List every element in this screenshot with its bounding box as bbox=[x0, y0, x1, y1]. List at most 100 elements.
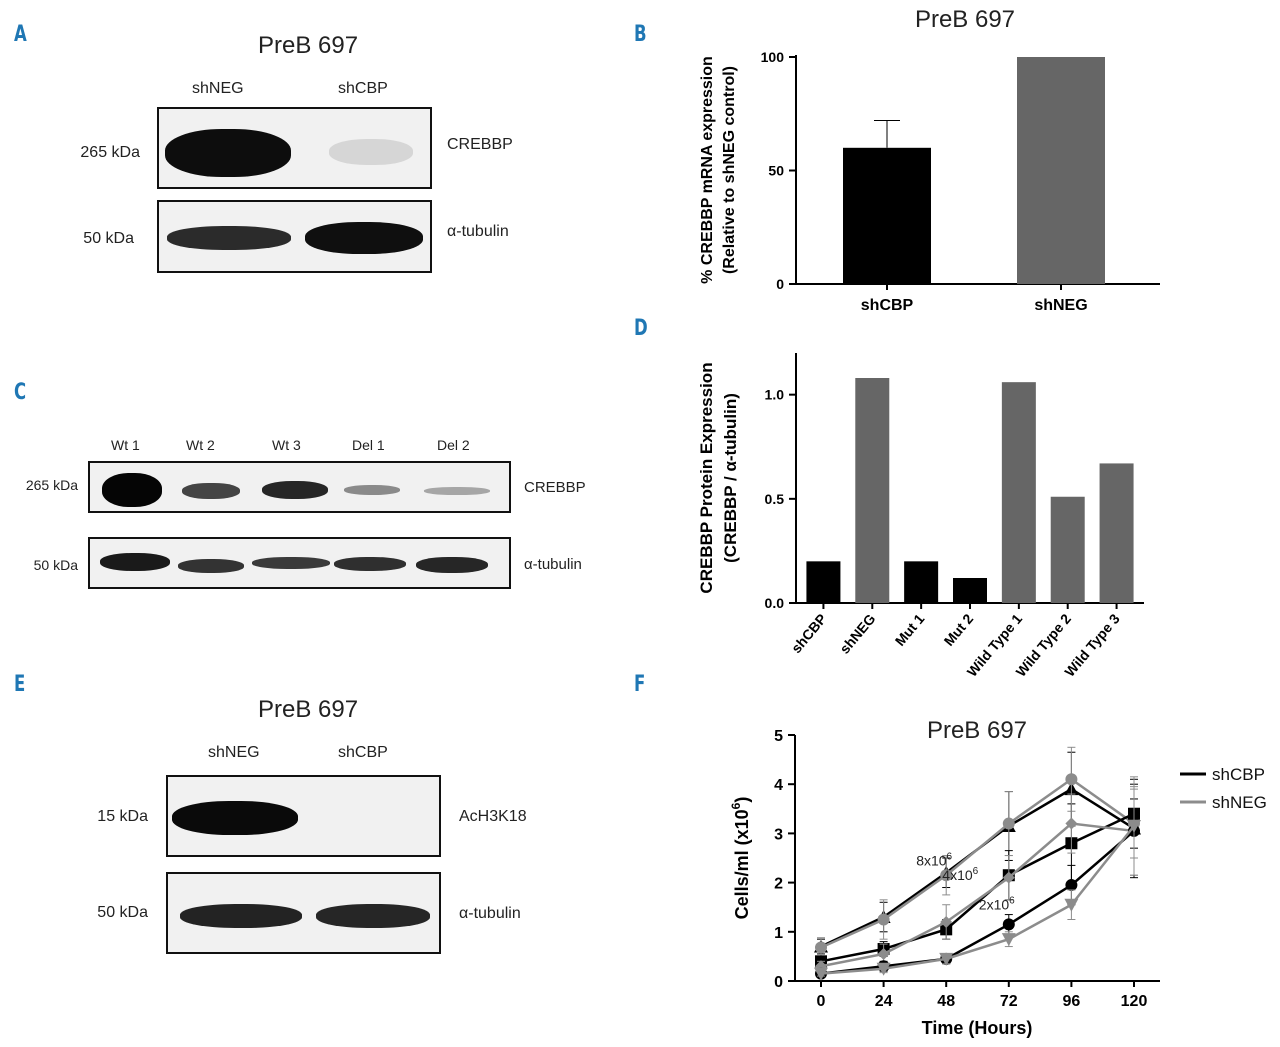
chart-b-y-tick-label: 100 bbox=[761, 49, 785, 65]
chart-b-y-tick-label: 0 bbox=[776, 276, 784, 292]
chart-f-x-tick-label: 96 bbox=[1063, 993, 1081, 1010]
panel-e-kda-1: 15 kDa bbox=[97, 808, 148, 825]
chart-f-x-tick-label: 72 bbox=[1000, 993, 1018, 1010]
band bbox=[316, 904, 430, 928]
chart-b-ylabel-line2: (Relative to shNEG control) bbox=[721, 66, 738, 274]
chart-f-y-tick-label: 3 bbox=[774, 826, 783, 843]
chart-b-ylabel: % CREBBP mRNA expression (Relative to shN… bbox=[699, 56, 738, 284]
chart-f-point bbox=[815, 941, 827, 954]
band bbox=[252, 557, 330, 569]
panel-a-protein-1: CREBBP bbox=[447, 136, 513, 153]
chart-f-point bbox=[940, 915, 953, 928]
band bbox=[334, 557, 406, 571]
band bbox=[165, 129, 291, 177]
chart-d-y-tick-label: 0.0 bbox=[765, 595, 785, 611]
panel-a-kda-2: 50 kDa bbox=[83, 230, 134, 247]
panel-c-lane-1: Wt 1 bbox=[111, 437, 140, 453]
chart-f-annotation-base: 2x10 bbox=[979, 897, 1010, 913]
chart-f-point bbox=[1001, 933, 1016, 947]
panel-c-kda-1: 265 kDa bbox=[25, 477, 78, 493]
chart-f-y-tick-label: 5 bbox=[774, 728, 783, 745]
chart-f-y-tick-label: 0 bbox=[774, 974, 783, 991]
chart-f-point bbox=[1065, 817, 1078, 830]
chart-f-legend-label-shCBP: shCBP bbox=[1212, 765, 1265, 784]
chart-d-ylabel-line2: (CREBBP / α-tubulin) bbox=[721, 393, 740, 563]
band bbox=[182, 483, 240, 499]
chart-d-bar-1 bbox=[855, 378, 890, 603]
panel-a-lane-2: shCBP bbox=[338, 80, 388, 97]
panel-c-lane-3: Wt 3 bbox=[272, 437, 301, 453]
chart-d-bar-2 bbox=[904, 561, 939, 603]
chart-f-x-tick-label: 24 bbox=[875, 993, 893, 1010]
chart-d-y-tick-label: 0.5 bbox=[765, 491, 785, 507]
chart-d-bar-5 bbox=[1050, 496, 1085, 603]
chart-d-bar-6 bbox=[1099, 463, 1134, 603]
chart-f-point bbox=[1127, 820, 1141, 834]
panel-e-blot-ach3k18 bbox=[166, 775, 441, 857]
chart-f-annotation-0: 8x106 bbox=[916, 851, 952, 868]
panel-label-d: D bbox=[634, 316, 648, 341]
chart-d-bar-0 bbox=[806, 561, 841, 603]
panel-e-lane-1: shNEG bbox=[208, 744, 260, 761]
band bbox=[178, 559, 244, 573]
panel-a-title: PreB 697 bbox=[258, 32, 359, 59]
band bbox=[305, 222, 423, 254]
chart-d-bar-4 bbox=[1001, 382, 1036, 603]
band bbox=[167, 226, 291, 250]
chart-d-ylabel: CREBBP Protein Expression (CREBBP / α-tub… bbox=[697, 362, 740, 593]
chart-f-line bbox=[820, 812, 1135, 963]
band bbox=[262, 481, 328, 499]
chart-f-line bbox=[820, 829, 1135, 975]
panel-e-lane-2: shCBP bbox=[338, 744, 388, 761]
panel-e-protein-1: AcH3K18 bbox=[459, 808, 527, 825]
chart-f-point bbox=[939, 952, 954, 966]
panel-c-blot-tubulin bbox=[88, 537, 511, 589]
chart-b-ylabel-line1: % CREBBP mRNA expression bbox=[699, 56, 716, 284]
chart-f-legend-label-shNEG: shNEG bbox=[1212, 793, 1267, 812]
panel-label-a: A bbox=[14, 22, 27, 47]
band bbox=[416, 557, 488, 573]
chart-f-annotation-sup: 6 bbox=[947, 851, 953, 862]
chart-f-ylabel-sup: 6 bbox=[729, 802, 743, 809]
chart-f-x-tick-label: 0 bbox=[817, 993, 826, 1010]
chart-d-ylabel-line1: CREBBP Protein Expression bbox=[697, 362, 716, 593]
panel-c-protein-1: CREBBP bbox=[524, 479, 586, 496]
chart-f-point bbox=[1002, 918, 1015, 931]
band bbox=[180, 904, 302, 928]
chart-f-point bbox=[1065, 879, 1078, 892]
chart-b-bar-shNEG bbox=[1017, 57, 1105, 284]
panel-label-e: E bbox=[14, 672, 26, 697]
panel-a-lane-1: shNEG bbox=[192, 80, 244, 97]
panel-e-blot-tubulin bbox=[166, 872, 441, 954]
panel-a-kda-1: 265 kDa bbox=[80, 144, 140, 161]
chart-f-annotation-sup: 6 bbox=[973, 866, 979, 877]
chart-b-title: PreB 697 bbox=[915, 6, 1015, 33]
chart-d-bar-3 bbox=[953, 578, 987, 603]
band bbox=[100, 553, 170, 571]
panel-c-lane-5: Del 2 bbox=[437, 437, 470, 453]
chart-f-point bbox=[1002, 871, 1015, 884]
chart-f-annotation-1: 4x106 bbox=[942, 866, 978, 883]
chart-f-x-tick-label: 48 bbox=[937, 993, 955, 1010]
chart-f-y-tick-label: 4 bbox=[774, 777, 783, 794]
chart-f-ylabel-text: Cells/ml (x106) bbox=[729, 797, 752, 920]
chart-f-point bbox=[876, 962, 891, 976]
chart-f-ylabel-base: Cells/ml (x10 bbox=[732, 809, 752, 919]
band bbox=[424, 487, 490, 495]
panel-c-lane-2: Wt 2 bbox=[186, 437, 215, 453]
panel-e-protein-2: α-tubulin bbox=[459, 905, 521, 922]
chart-b-x-tick-label: shNEG bbox=[1034, 297, 1087, 314]
panel-a-protein-2: α-tubulin bbox=[447, 223, 509, 240]
chart-f-point bbox=[814, 967, 828, 981]
chart-f-ylabel: Cells/ml (x106) bbox=[729, 797, 752, 920]
chart-f-annotation-2: 2x106 bbox=[979, 896, 1015, 913]
band bbox=[329, 139, 413, 165]
panel-a-blot-crebbp bbox=[157, 107, 432, 189]
chart-f-title: PreB 697 bbox=[927, 717, 1027, 744]
chart-f-series-3 bbox=[815, 786, 1140, 973]
panel-label-f: F bbox=[634, 672, 646, 697]
chart-b-bar-shCBP bbox=[843, 147, 931, 284]
chart-f-line bbox=[820, 777, 1135, 949]
